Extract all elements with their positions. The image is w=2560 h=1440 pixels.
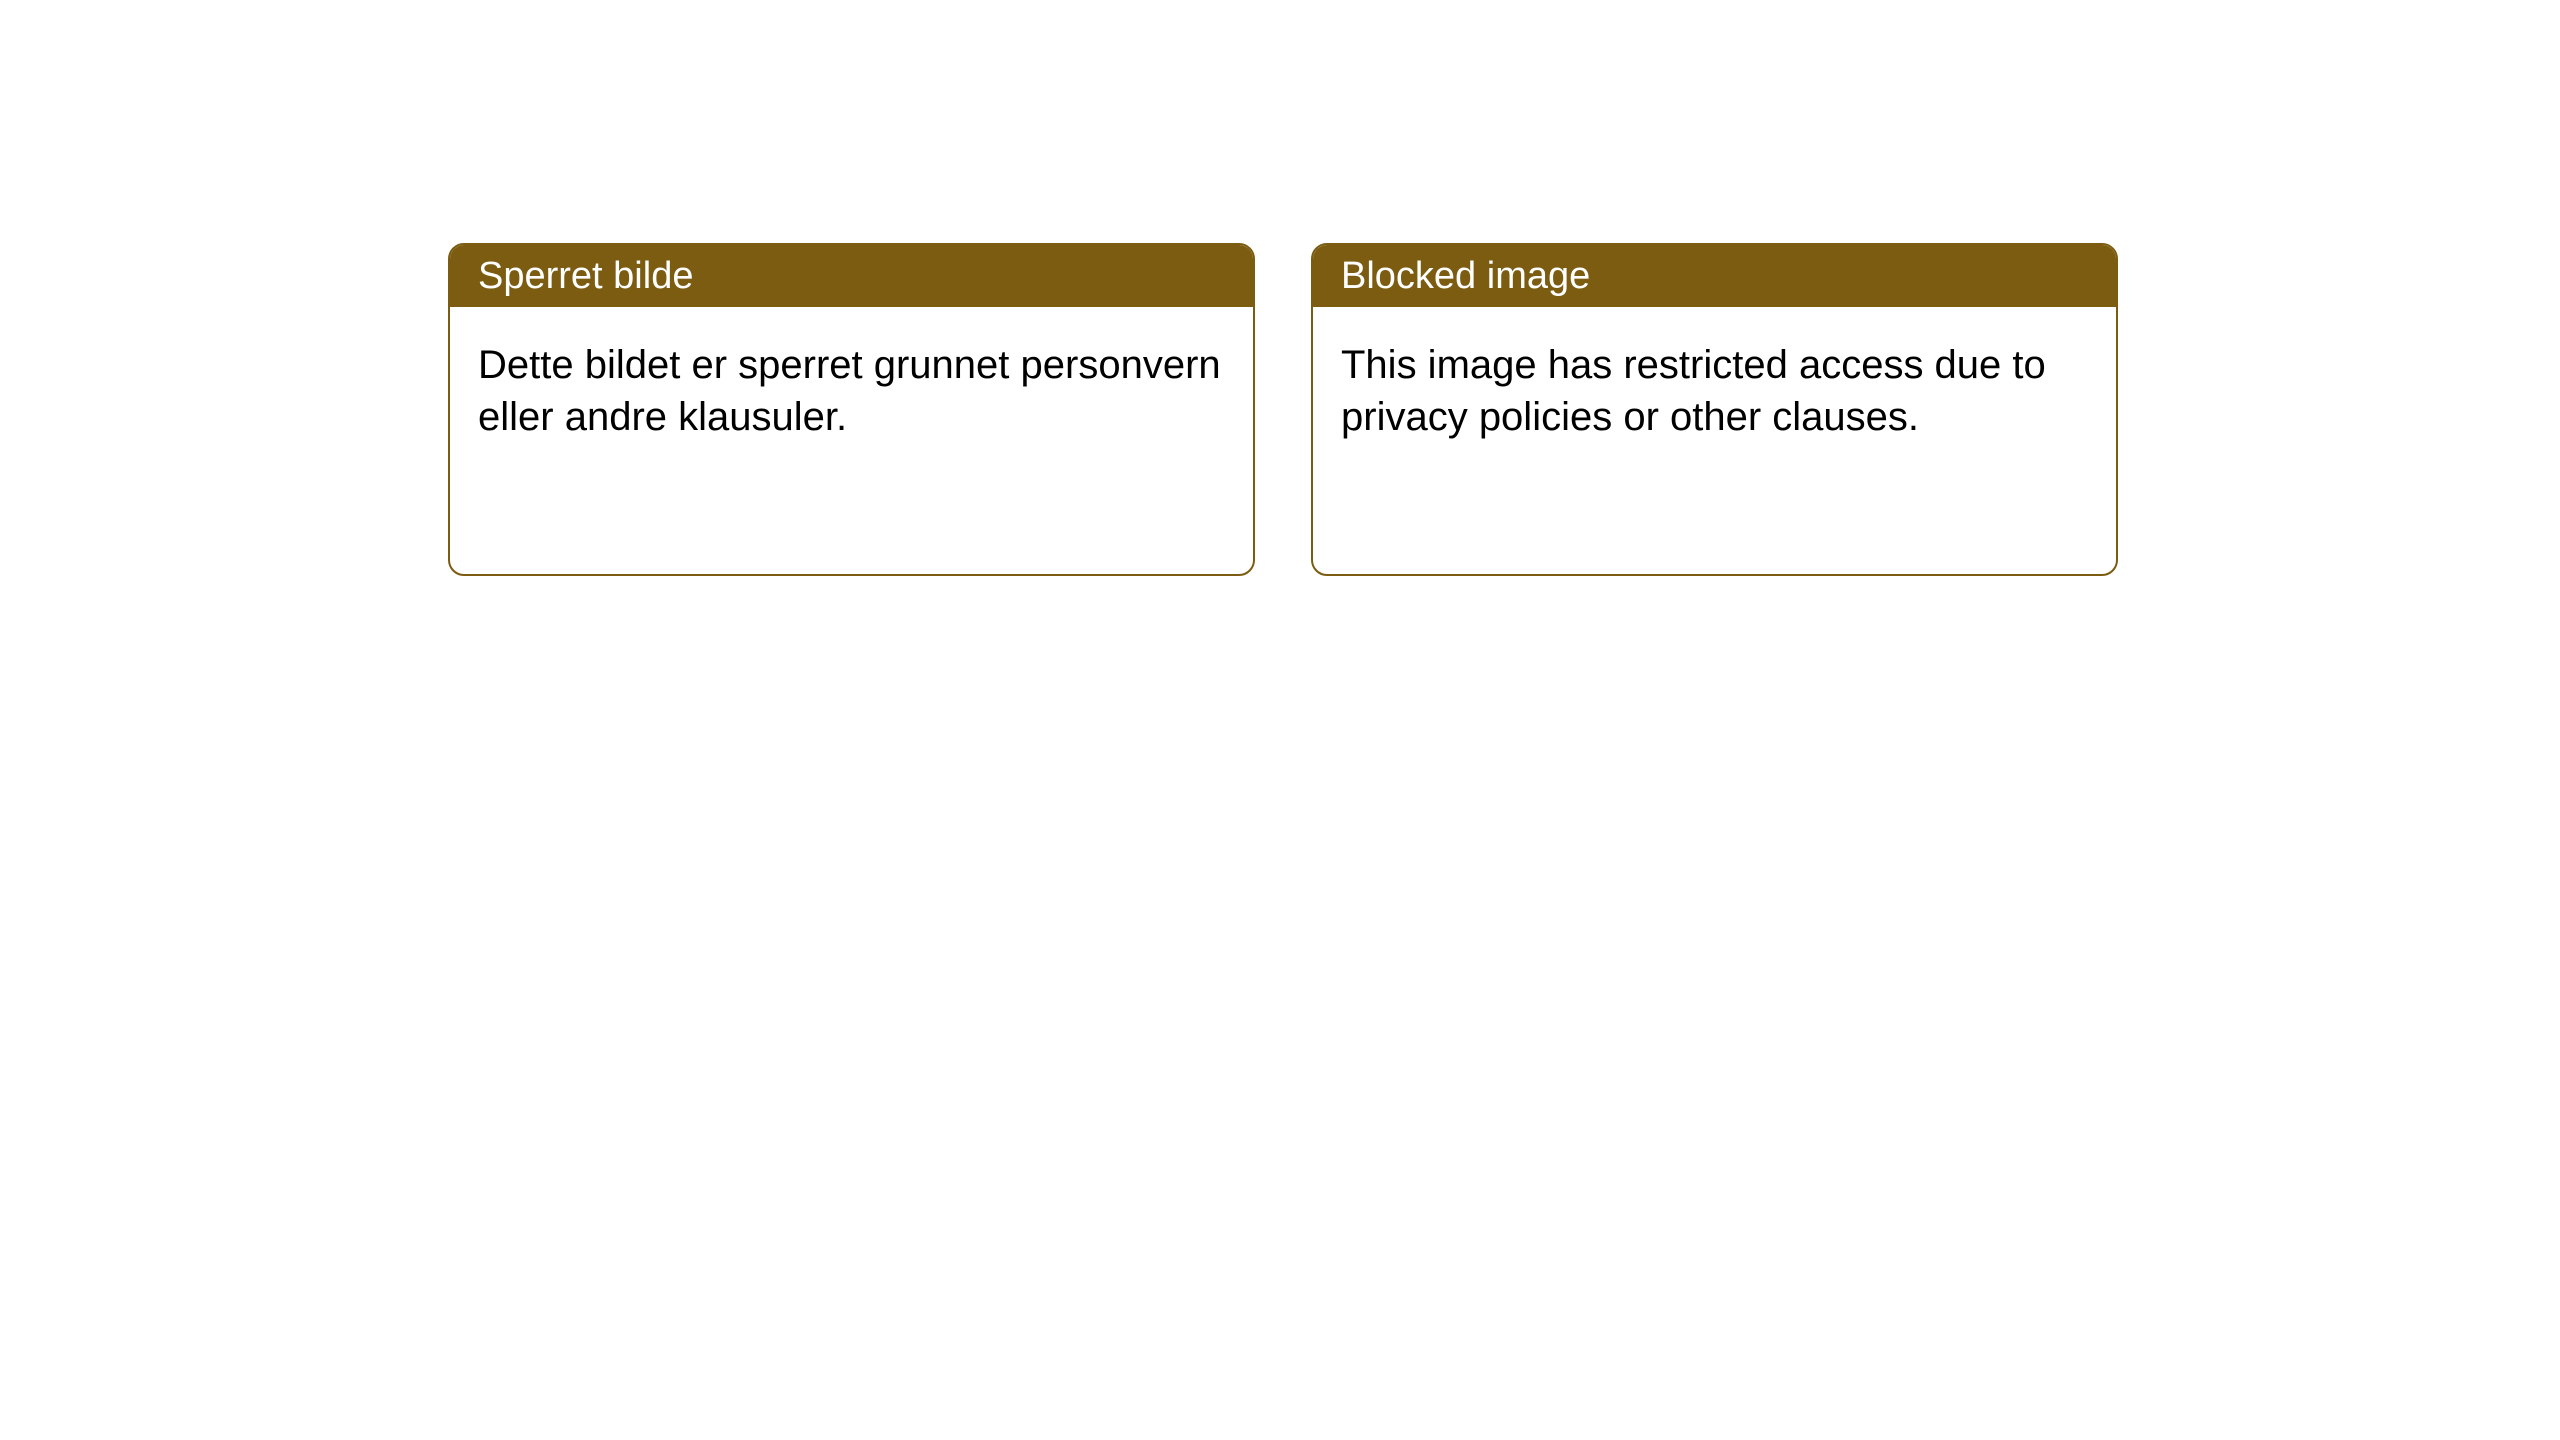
- notice-header-english: Blocked image: [1313, 245, 2116, 307]
- notice-header-norwegian: Sperret bilde: [450, 245, 1253, 307]
- notice-card-norwegian: Sperret bilde Dette bildet er sperret gr…: [448, 243, 1255, 576]
- notice-body-english: This image has restricted access due to …: [1313, 307, 2116, 475]
- notice-card-english: Blocked image This image has restricted …: [1311, 243, 2118, 576]
- notice-text-norwegian: Dette bildet er sperret grunnet personve…: [478, 343, 1221, 439]
- notice-container: Sperret bilde Dette bildet er sperret gr…: [0, 0, 2560, 576]
- notice-text-english: This image has restricted access due to …: [1341, 343, 2046, 439]
- notice-title-english: Blocked image: [1341, 255, 1590, 298]
- notice-title-norwegian: Sperret bilde: [478, 255, 693, 298]
- notice-body-norwegian: Dette bildet er sperret grunnet personve…: [450, 307, 1253, 475]
